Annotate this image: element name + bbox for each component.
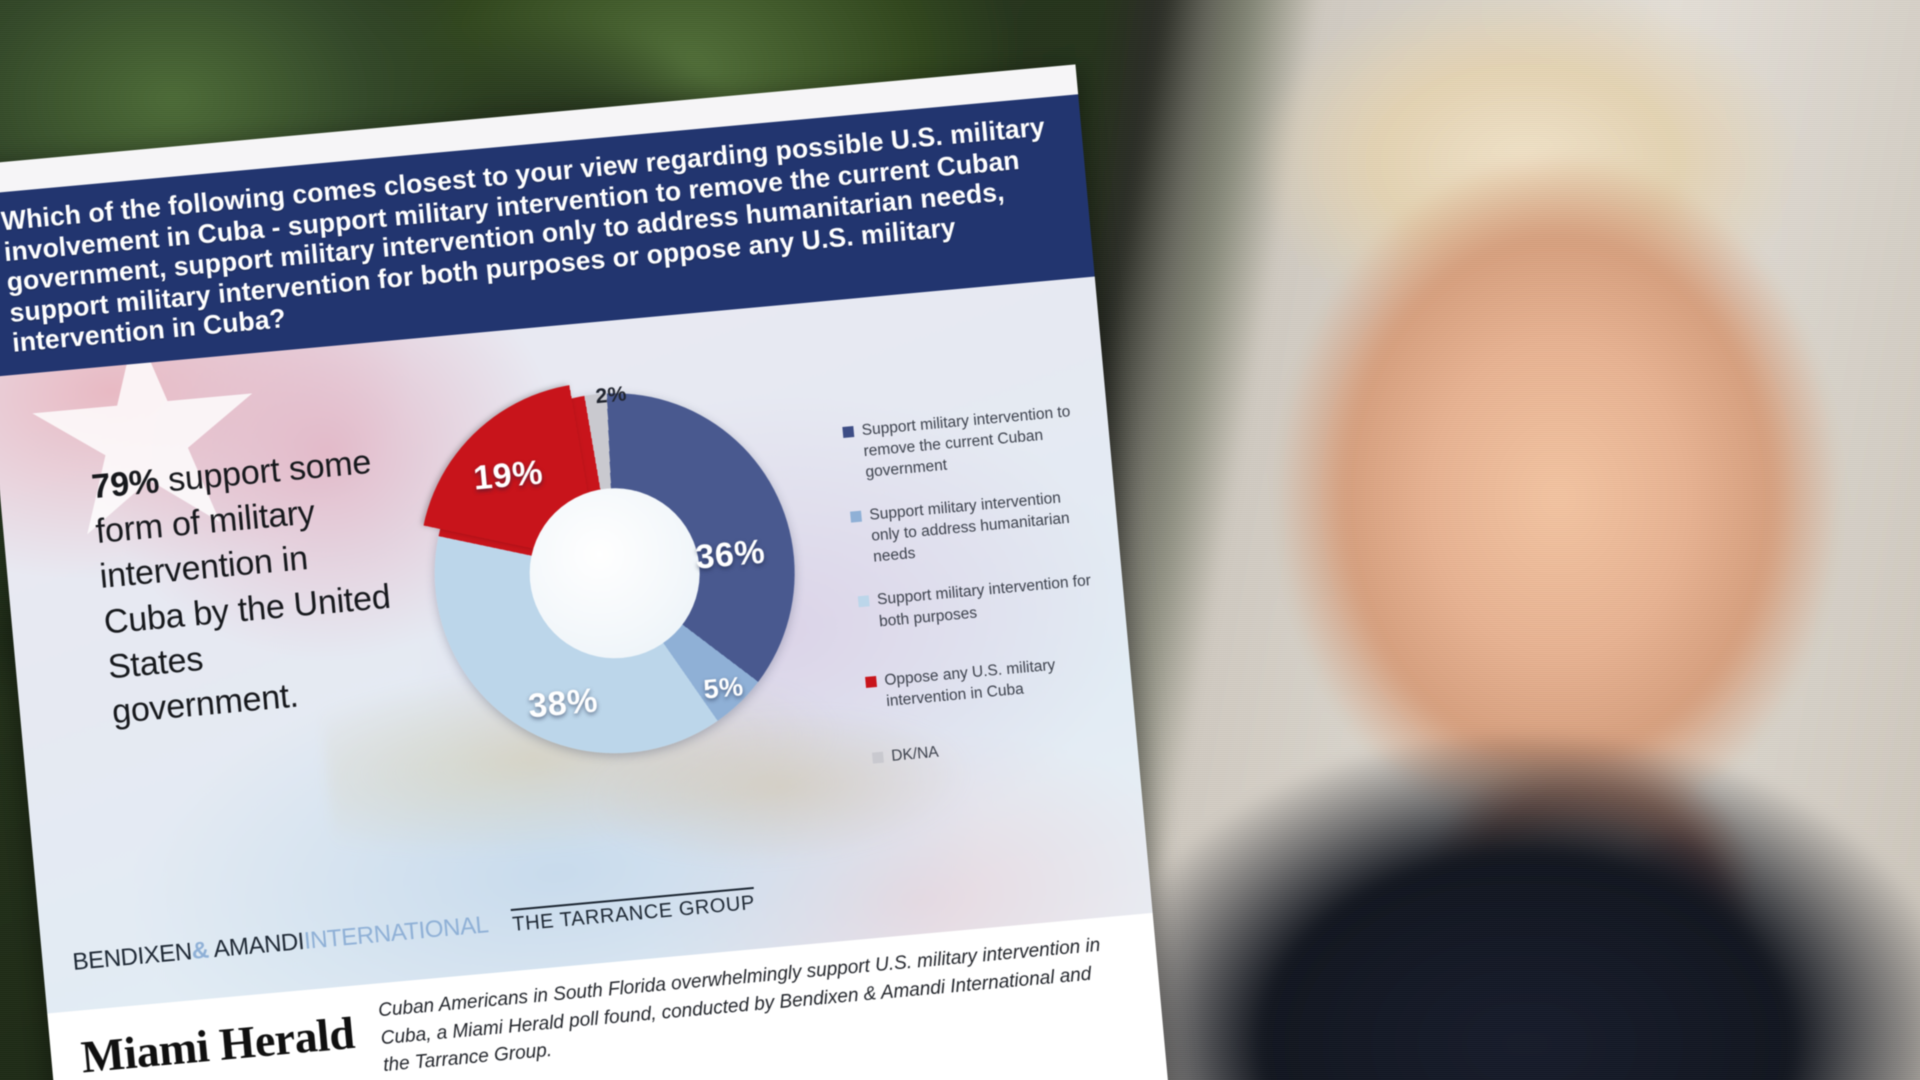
slice-label-dk-na: 2% xyxy=(594,382,628,409)
legend-swatch-icon xyxy=(842,426,855,438)
legend-item-label: DK/NA xyxy=(890,743,940,765)
legend-swatch-icon xyxy=(850,510,863,523)
statement-highlight-percent: 79% xyxy=(89,462,161,507)
legend-item-dk-na[interactable]: DK/NA xyxy=(871,726,1113,769)
slice-label-oppose: 19% xyxy=(471,453,545,498)
legend-swatch-icon xyxy=(871,751,884,764)
slice-label-both-purposes: 38% xyxy=(526,681,600,726)
legend-item-label: Support military intervention only to ad… xyxy=(868,489,1071,567)
legend-item-oppose[interactable]: Oppose any U.S. military intervention in… xyxy=(865,650,1108,714)
legend-swatch-icon xyxy=(865,675,878,688)
legend-swatch-icon xyxy=(857,595,870,608)
headline-statement: 79% support some form of military interv… xyxy=(90,439,403,735)
slice-label-humanitarian-only: 5% xyxy=(702,671,745,705)
legend-item-both-purposes[interactable]: Support military intervention for both p… xyxy=(857,570,1100,634)
legend-item-label: Support military intervention for both p… xyxy=(876,572,1092,630)
poll-graphic-card: Which of the following comes closest to … xyxy=(0,64,1172,1080)
legend-item-humanitarian-only[interactable]: Support military intervention only to ad… xyxy=(850,485,1095,570)
chart-legend: Support military intervention to remove … xyxy=(842,400,1115,790)
legend-item-label: Oppose any U.S. military intervention in… xyxy=(883,656,1056,710)
donut-chart: 36% 5% 38% 19% 2% xyxy=(404,366,811,769)
slice-label-remove-government: 36% xyxy=(693,532,767,577)
